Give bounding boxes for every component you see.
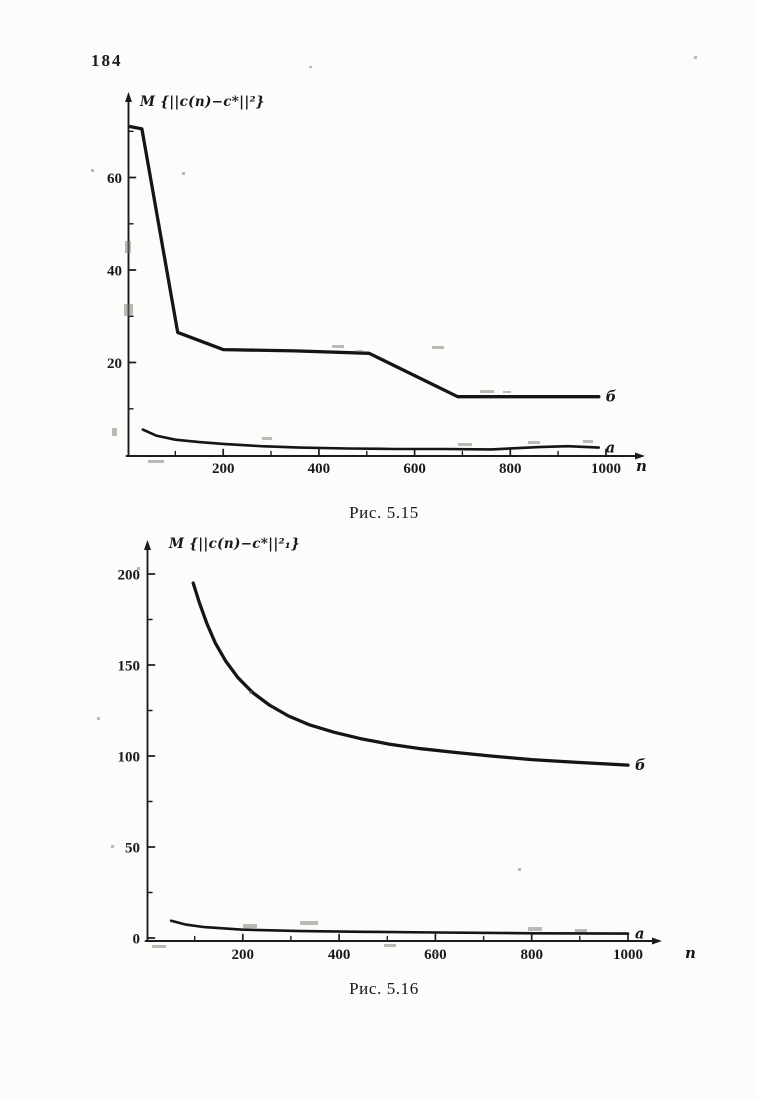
scan-smudge	[480, 390, 494, 393]
scan-smudge	[124, 304, 133, 316]
scan-smudge	[300, 921, 318, 925]
curve-b	[191, 581, 630, 767]
x-tick-label: 200	[232, 947, 255, 963]
scan-smudge	[694, 56, 697, 59]
series-label-b: б	[635, 757, 646, 774]
curve-a	[169, 919, 630, 935]
x-tick-label: 1000	[613, 947, 643, 963]
y-tick-label: 100	[118, 750, 141, 766]
y-axis-arrow	[125, 92, 132, 102]
scan-smudge	[137, 567, 140, 570]
y-tick-label: 20	[107, 356, 122, 372]
x-axis-arrow	[635, 452, 645, 460]
scan-smudge	[97, 717, 100, 720]
y-tick-label: 0	[133, 932, 141, 948]
x-tick-label: 200	[212, 461, 235, 477]
fig2-caption: Рис. 5.16	[349, 979, 419, 998]
scan-smudge	[182, 172, 185, 175]
scan-smudge	[262, 437, 272, 440]
scan-smudge	[384, 944, 396, 947]
y-tick-label: 150	[118, 659, 141, 675]
scan-smudge	[432, 346, 444, 349]
series-label-a: а	[606, 440, 615, 457]
scan-smudge	[148, 460, 164, 463]
x-tick-label: 1000	[591, 461, 621, 477]
series-label-b: б	[606, 389, 617, 406]
scan-smudge	[112, 428, 117, 436]
y-tick-label: 50	[125, 841, 140, 857]
scan-smudge	[528, 441, 540, 444]
x-axis-arrow	[652, 937, 662, 945]
fig1-y-axis-label: M {||c(n)−c*||²}	[140, 94, 265, 110]
scan-smudge	[243, 924, 257, 928]
scan-smudge	[528, 927, 542, 931]
scan-smudge	[309, 66, 312, 68]
scan-smudge	[518, 868, 521, 871]
scan-smudge	[332, 345, 344, 348]
scan-smudge	[575, 929, 587, 932]
scan-smudge	[249, 691, 252, 694]
scan-smudge	[152, 945, 166, 948]
scan-smudge	[111, 845, 114, 848]
scan-smudge	[432, 952, 438, 954]
x-tick-label: 400	[308, 461, 331, 477]
scan-smudge	[503, 391, 511, 393]
series-label-a: а	[635, 926, 644, 943]
y-tick-label: 40	[107, 264, 122, 280]
x-tick-label: 600	[424, 947, 447, 963]
figure-1-plot: 200 400 600 800 1000 20 40 60 б а n	[107, 92, 647, 477]
page-number: 184	[91, 51, 123, 70]
fig2-y-axis-label: M {||c(n)−c*||²₁}	[169, 536, 300, 552]
y-tick-label: 60	[107, 171, 122, 187]
x-axis-title: n	[685, 944, 696, 962]
scan-smudge	[125, 241, 131, 253]
y-tick-label: 200	[118, 568, 141, 584]
figure-2-plot: 200 400 600 800 1000 0 50 100 150 200 б а n	[118, 540, 696, 963]
curve-b	[128, 124, 601, 399]
x-tick-label: 800	[520, 947, 543, 963]
x-axis-title: n	[636, 457, 647, 475]
y-axis-arrow	[144, 540, 151, 550]
fig1-caption: Рис. 5.15	[349, 503, 419, 522]
x-tick-label: 800	[499, 461, 522, 477]
scan-smudge	[355, 350, 363, 352]
scan-smudge	[458, 443, 472, 446]
x-tick-label: 600	[403, 461, 426, 477]
curve-a	[141, 428, 601, 451]
scan-smudge	[583, 440, 593, 443]
scan-smudge	[91, 169, 94, 172]
x-tick-label: 400	[328, 947, 351, 963]
